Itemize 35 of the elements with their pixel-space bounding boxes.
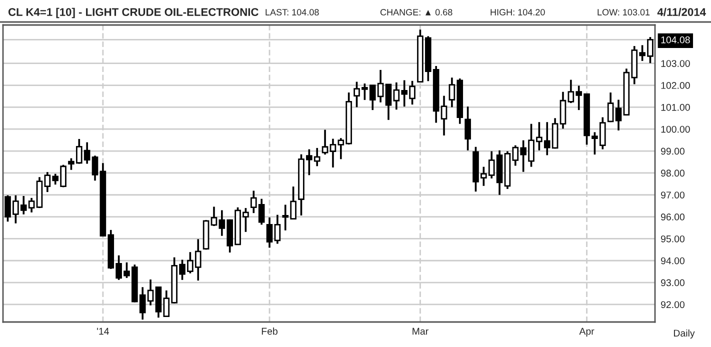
candlestick (607, 92, 614, 124)
text: HIGH: 104.20 (490, 9, 545, 16)
y-tick-label: 102.00 (661, 82, 690, 89)
text: CHANGE: ▲ 0.68 (380, 9, 452, 16)
candlestick (266, 216, 273, 249)
x-tick-label: Apr (579, 328, 594, 337)
y-tick-label: 96.00 (661, 214, 685, 220)
candlestick (322, 128, 328, 156)
x-tick-label: Mar (412, 328, 428, 335)
text: LOW: 103.01 (598, 9, 650, 16)
y-tick-label: 103.00 (661, 60, 690, 67)
candlestick (615, 98, 622, 132)
y-tick-label: 94.00 (661, 257, 685, 264)
candlestick (464, 106, 471, 152)
y-tick-label: 93.00 (661, 279, 685, 286)
y-tick-label: 104.08 (661, 36, 690, 44)
chart-title: CL K4=1 [10] - LIGHT CRUDE OIL-ELECTRONIC (8, 8, 258, 18)
candlestick (274, 214, 281, 245)
candlestick (440, 94, 448, 136)
candlestick (210, 206, 218, 227)
candlestick (385, 83, 392, 121)
y-tick-label: 98.00 (661, 170, 685, 177)
text: 4/11/2014 (657, 8, 706, 16)
candlestick (92, 154, 98, 182)
y-tick-label: 92.00 (661, 301, 685, 308)
x-tick-label: '14 (97, 328, 109, 335)
text: LAST: 104.08 (266, 9, 319, 16)
candlestick (560, 90, 566, 130)
y-tick-label: 100.00 (661, 126, 690, 133)
y-tick-label: 97.00 (661, 192, 685, 198)
text: Daily (674, 329, 695, 339)
y-tick-label: 99.00 (661, 148, 685, 155)
y-tick-label: 101.00 (661, 104, 690, 111)
x-tick-label: Feb (262, 328, 278, 335)
y-tick-label: 95.00 (661, 235, 685, 242)
